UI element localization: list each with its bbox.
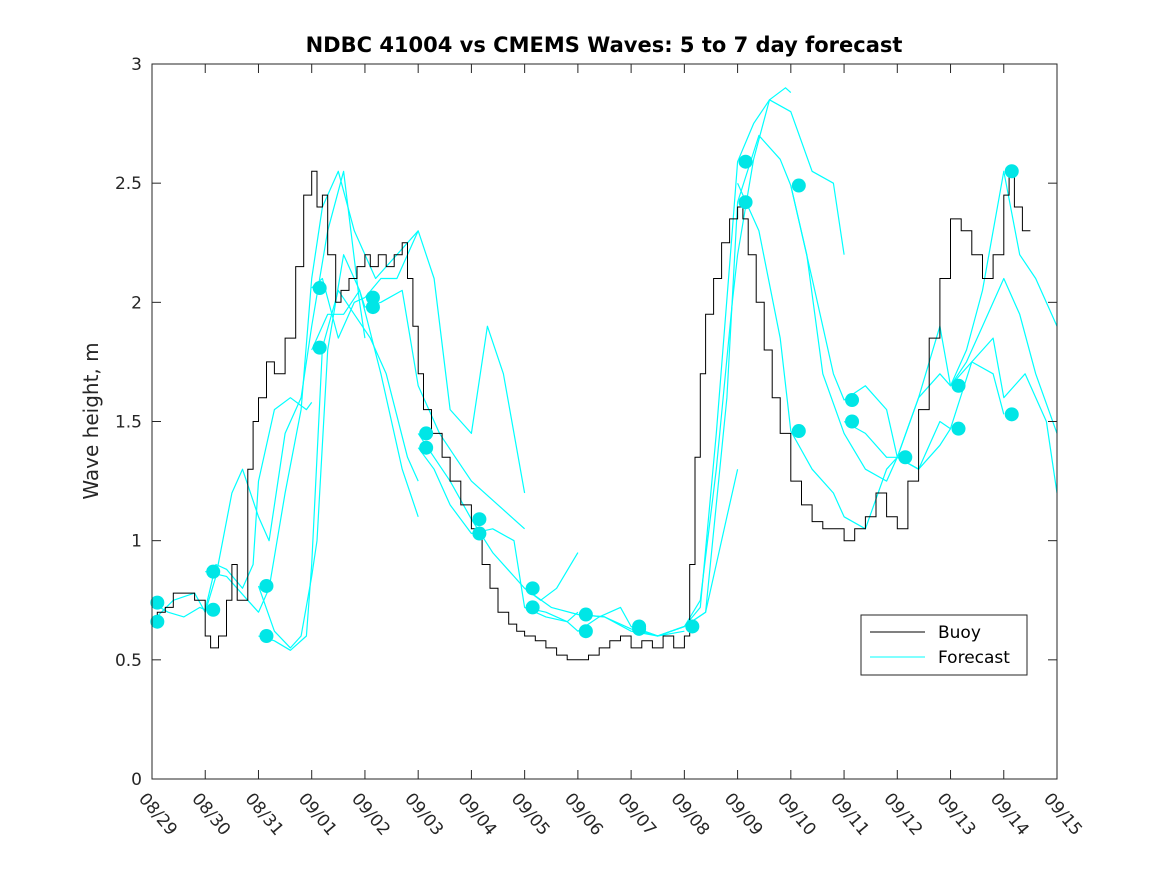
forecast-series-line <box>258 289 419 651</box>
forecast-series-line <box>843 337 1058 494</box>
forecast-series-line <box>417 433 579 601</box>
y-tick-label: 2.5 <box>115 174 142 194</box>
forecast-init-point <box>206 564 221 579</box>
legend-box <box>860 614 1028 676</box>
forecast-init-point <box>898 450 913 465</box>
forecast-init-point <box>259 629 274 643</box>
y-axis-label: Wave height, m <box>79 342 103 499</box>
forecast-init-points <box>150 154 1019 643</box>
forecast-init-point <box>419 426 434 441</box>
y-tick-label: 1 <box>131 532 142 552</box>
forecast-init-point <box>578 624 593 639</box>
forecast-init-point <box>525 600 540 615</box>
forecast-lines <box>151 87 1058 651</box>
buoy-series-line <box>152 170 1031 661</box>
forecast-series-line <box>949 170 1058 387</box>
forecast-init-point <box>472 512 487 527</box>
forecast-init-point <box>845 414 860 429</box>
forecast-init-point <box>578 607 593 622</box>
forecast-init-point <box>472 526 487 541</box>
forecast-init-point <box>951 421 966 436</box>
y-axis: 0 0.5 1 1.5 2 2.5 3 <box>115 55 1057 790</box>
forecast-init-point <box>312 281 327 296</box>
forecast-init-point <box>845 393 860 408</box>
forecast-series-line <box>524 469 739 637</box>
forecast-init-point <box>525 581 540 596</box>
forecast-init-point <box>365 300 380 315</box>
forecast-series-line <box>417 447 579 623</box>
forecast-series-line <box>151 170 366 623</box>
buoy-line-group <box>152 170 1031 661</box>
legend: Buoy Forecast <box>860 614 1028 676</box>
forecast-init-point <box>150 614 165 629</box>
y-tick-label: 2 <box>131 293 142 313</box>
forecast-init-point <box>632 621 647 636</box>
forecast-init-point <box>150 595 165 610</box>
legend-buoy-label: Buoy <box>938 623 981 643</box>
y-tick-label: 0 <box>131 770 142 790</box>
forecast-init-point <box>206 602 221 617</box>
forecast-series-line <box>257 254 419 649</box>
forecast-init-point <box>259 578 274 593</box>
forecast-init-point <box>312 340 327 355</box>
forecast-init-point <box>685 619 700 634</box>
y-tick-label: 3 <box>131 55 142 75</box>
forecast-init-point <box>738 195 753 210</box>
legend-forecast-label: Forecast <box>938 648 1010 668</box>
chart-title: NDBC 41004 vs CMEMS Waves: 5 to 7 day fo… <box>306 33 903 57</box>
forecast-init-point <box>791 178 806 193</box>
forecast-init-point <box>1004 407 1019 422</box>
forecast-series-line <box>205 170 419 613</box>
forecast-init-point <box>791 424 806 439</box>
forecast-init-point <box>738 154 753 169</box>
y-tick-label: 0.5 <box>115 651 142 671</box>
y-tick-label: 1.5 <box>115 413 142 433</box>
forecast-init-point <box>1004 164 1019 179</box>
forecast-init-point <box>419 440 434 455</box>
forecast-series-line <box>151 397 313 618</box>
forecast-series-line <box>311 289 526 530</box>
forecast-init-point <box>951 378 966 393</box>
